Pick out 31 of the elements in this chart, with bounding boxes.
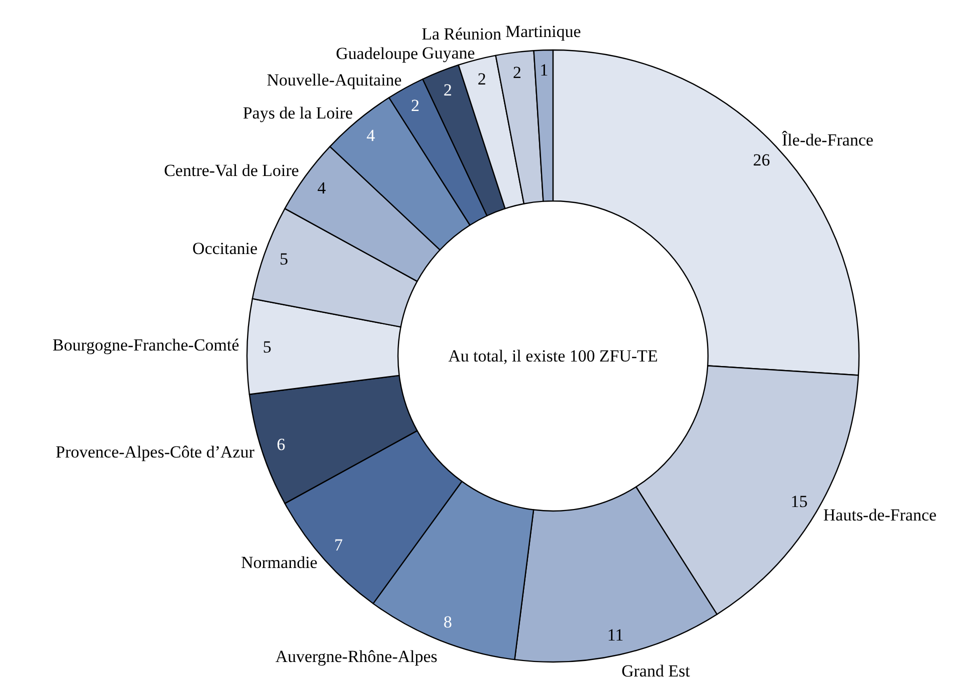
slice-label: Hauts-de-France xyxy=(823,505,937,524)
data-label: 6 xyxy=(276,434,286,454)
data-label: 26 xyxy=(752,150,770,170)
data-label: 5 xyxy=(280,250,288,269)
data-label: 4 xyxy=(317,178,326,198)
data-label: 2 xyxy=(443,80,452,100)
data-label: 4 xyxy=(366,126,376,146)
data-label: 2 xyxy=(410,96,420,115)
slice-label: Nouvelle-Aquitaine xyxy=(266,70,402,90)
slice-label: Occitanie xyxy=(192,239,258,258)
slice-label: Pays de la Loire xyxy=(242,104,353,123)
data-label: 7 xyxy=(334,536,344,555)
slice-label: Provence-Alpes-Côte d’Azur xyxy=(56,442,255,462)
slice-label: Guyane xyxy=(422,43,475,62)
slice-label: Centre-Val de Loire xyxy=(164,160,299,180)
data-label: 15 xyxy=(790,492,808,512)
data-label: 2 xyxy=(512,62,522,82)
data-label: 11 xyxy=(607,626,624,645)
slice-label: Île-de-France xyxy=(782,130,874,150)
data-label: 2 xyxy=(478,69,486,88)
slice-label: Guadeloupe xyxy=(336,44,418,64)
data-label: 1 xyxy=(540,60,548,80)
data-label: 8 xyxy=(443,612,452,632)
slice-label: La Réunion xyxy=(422,24,502,44)
slice-label: Martinique xyxy=(505,22,581,42)
data-label: 5 xyxy=(262,338,272,357)
slice-label: Normandie xyxy=(240,553,318,572)
text: Au total, il existe 100 ZFU-TE xyxy=(448,346,658,366)
slice-label: Grand Est xyxy=(621,661,690,680)
slice-label: Bourgogne-Franche-Comté xyxy=(52,336,240,355)
slice-label: Auvergne-Rhône-Alpes xyxy=(275,646,438,666)
